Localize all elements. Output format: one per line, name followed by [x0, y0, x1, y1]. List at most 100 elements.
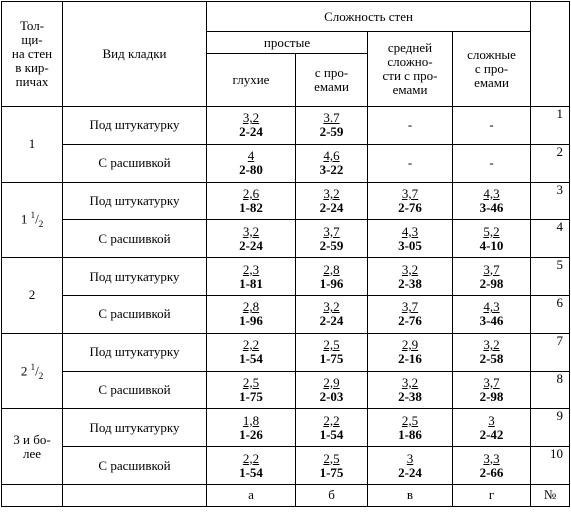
value-bottom: 1-96: [239, 313, 263, 329]
row: 3 и бо-лее Под штукатурку 1,8 1-26 2,2 1-54 2,…: [1, 408, 571, 485]
text-line: щи-: [21, 32, 43, 47]
header-simple: простые: [206, 31, 368, 54]
value-cell: 4,3 3-46: [451, 294, 532, 334]
value-bottom: 2-98: [479, 275, 504, 291]
text-line: сложные: [467, 47, 516, 62]
value-cell: 3,7 2-98: [451, 257, 532, 296]
value-bottom: 2-66: [479, 464, 504, 480]
value-cell: 3,2 2-38: [367, 257, 453, 296]
value-bottom: 2-38: [398, 388, 422, 404]
value-bottom: 2-58: [479, 351, 504, 367]
masonry-type: С расшивкой: [62, 446, 207, 485]
value-cell: 3,7 2-76: [367, 294, 453, 334]
value-cell: 3,3 2-66: [451, 446, 532, 485]
value-cell: 2,5 1-75: [295, 446, 368, 485]
value-top: 2,5: [401, 412, 419, 428]
value-cell: -: [367, 143, 453, 183]
value-top: 2,9: [401, 337, 419, 353]
value-cell: 2,5 1-75: [206, 370, 296, 410]
text-line: емами: [314, 79, 349, 94]
text-line: средней: [387, 40, 433, 55]
row: 2 Под штукатурку 2,3 1-81 2,8 1-96 3,2 2-38 3,7 2…: [1, 257, 571, 334]
value-cell: 4,3 3-46: [451, 181, 532, 221]
row: С расшивкой 3,2 2-24 3,7 2-59 4,3 3-05 5,2 4-10 4: [2, 219, 571, 259]
value-bottom: 1-54: [319, 426, 344, 442]
value-top: 2,5: [242, 374, 260, 390]
value-top: 4,6: [323, 148, 340, 164]
value-bottom: 2-24: [398, 464, 422, 480]
footer-empty: [1, 483, 63, 507]
value-bottom: 1-86: [398, 426, 422, 442]
value-cell: 2,2 1-54: [295, 408, 368, 448]
text-line: на стен: [11, 46, 53, 61]
value-bottom: 2-24: [239, 237, 263, 253]
value-cell: 4 2-80: [206, 143, 296, 183]
table: Тол-щи-на стен в кир-пичах Вид кладки Сложн…: [1, 1, 571, 507]
value-cell: 3.7 2-59: [295, 106, 368, 145]
thickness: 1: [1, 106, 63, 183]
masonry-type: С расшивкой: [62, 370, 207, 410]
value-top: 3,2: [401, 261, 419, 277]
header-blind: глухие: [206, 53, 296, 107]
value-cell: 3,2 2-24: [206, 219, 296, 259]
column-letter: г: [451, 483, 532, 507]
masonry-type: Под штукатурку: [62, 257, 207, 296]
value-cell: -: [451, 143, 532, 183]
text-line: в кир-: [15, 60, 49, 75]
thickness: 2 1/2: [1, 332, 63, 410]
value-bottom: 2-59: [319, 237, 344, 253]
text-line: емами: [474, 75, 509, 90]
thickness-whole: 2: [20, 362, 28, 378]
value-top: 3,3: [483, 450, 500, 466]
value-cell: 4,3 3-05: [367, 219, 453, 259]
thickness-numerator: 1: [30, 361, 36, 372]
value-cell: 2,9 2-16: [367, 332, 453, 372]
header-medium: средней сложно-сти с про-емами: [367, 31, 453, 107]
value-top: 5,2: [483, 223, 500, 239]
row-number: 6: [530, 294, 571, 334]
masonry-type: Под штукатурку: [62, 181, 207, 221]
value-cell: 3,2 2-24: [295, 294, 368, 334]
value-bottom: 1-75: [319, 351, 344, 367]
value-top: 2,6: [242, 185, 260, 201]
text-line: Тол-: [19, 18, 45, 33]
value-cell: -: [451, 106, 532, 145]
row: 1 1/2 Под штукатурку 2,6 1-82 3,2 2-24 3,7 2-76…: [1, 181, 571, 259]
header-empty: [530, 1, 571, 107]
header-masonry: Вид кладки: [62, 1, 207, 107]
thickness-numerator: 1: [30, 210, 36, 221]
value-cell: 2,6 1-82: [206, 181, 296, 221]
masonry-type: С расшивкой: [62, 143, 207, 183]
value-top: 3,2: [483, 337, 500, 353]
row-number: 2: [530, 143, 571, 183]
value-top: 3,7: [483, 261, 500, 277]
masonry-type: Под штукатурку: [62, 106, 207, 145]
text-line: сти с про-: [382, 68, 438, 83]
thickness: 1 1/2: [1, 181, 63, 259]
row: С расшивкой 2,2 1-54 2,5 1-75 3 2-24 3,3 2-66 10: [2, 446, 571, 485]
text-line: сложно-: [387, 54, 433, 69]
masonry-type: Под штукатурку: [62, 332, 207, 372]
row: глухие с про-емами: [2, 53, 570, 107]
text-line: 1: [28, 136, 36, 152]
value-top: 2,2: [323, 412, 340, 428]
value-top: 4,3: [401, 223, 419, 239]
value-cell: 3,7 2-59: [295, 219, 368, 259]
value-top: 2,8: [242, 299, 260, 315]
value-bottom: 2-80: [239, 162, 263, 178]
value-bottom: 1-26: [239, 426, 263, 442]
value-top: 4,3: [483, 185, 500, 201]
value-top: 4: [247, 148, 255, 164]
value-top: 2,9: [323, 374, 340, 390]
thickness: 2: [1, 257, 63, 334]
value-bottom: 1-81: [239, 275, 263, 291]
value-cell: 3,2 2-38: [367, 370, 453, 410]
value-top: 3: [406, 450, 414, 466]
value-bottom: 2-76: [398, 199, 422, 215]
header-thickness: Тол-щи-на стен в кир-пичах: [1, 1, 63, 107]
text-line: лее: [22, 445, 42, 461]
row-number: 1: [530, 106, 571, 145]
value-cell: 2,2 1-54: [206, 332, 296, 372]
row: 2 1/2 Под штукатурку 2,2 1-54 2,5 1-75 2,9 2-16…: [1, 332, 571, 410]
value-cell: 1,8 1-26: [206, 408, 296, 448]
